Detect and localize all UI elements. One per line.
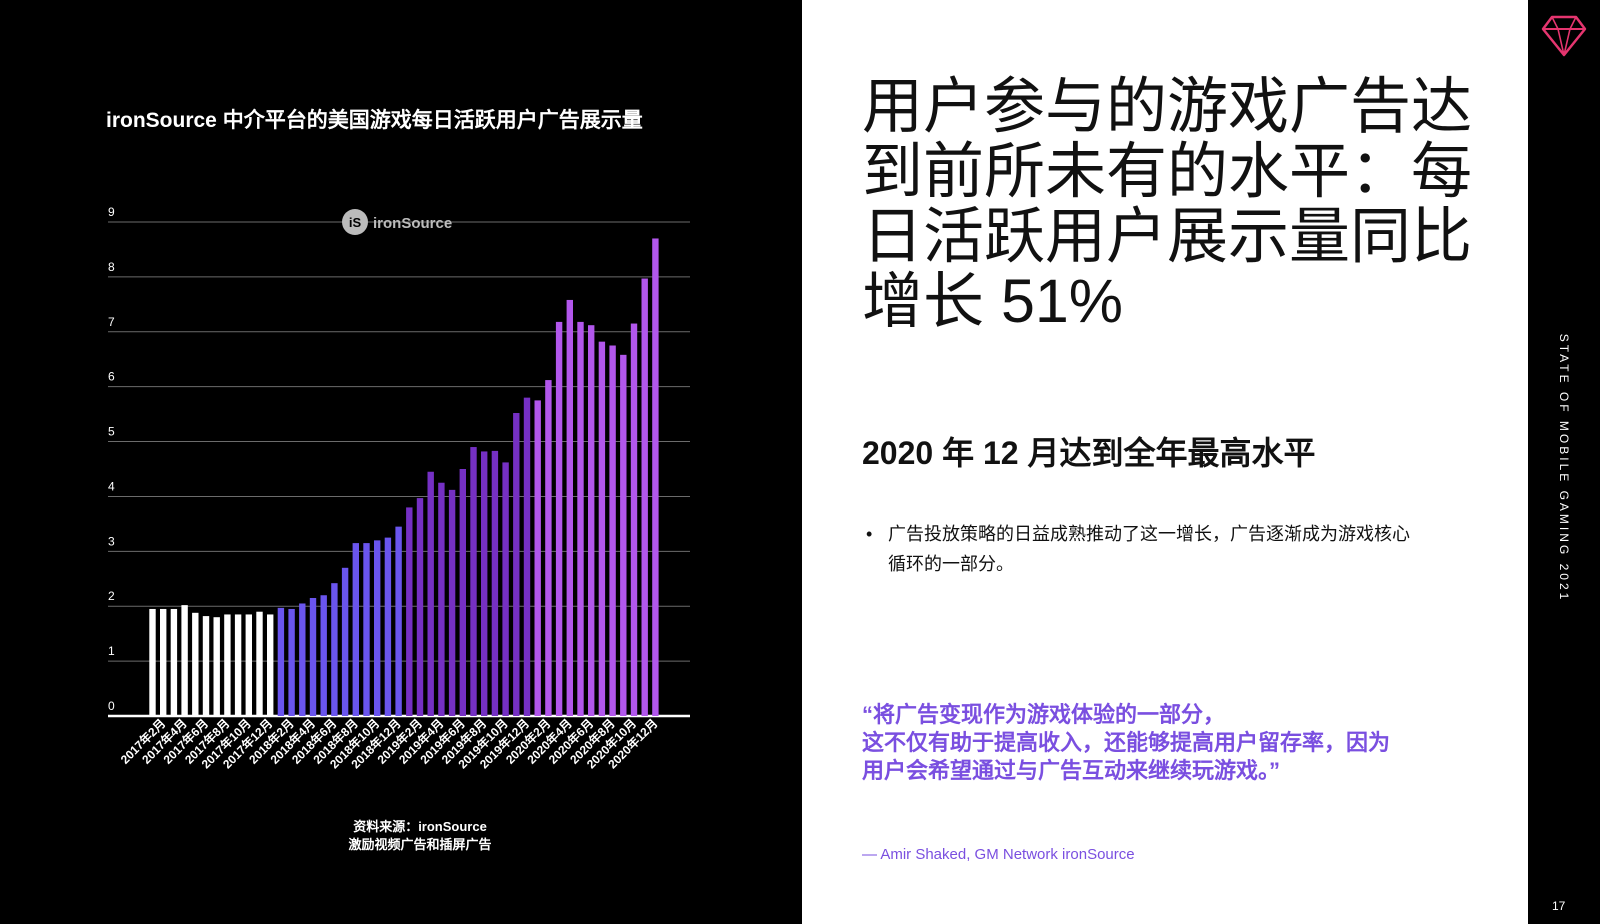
page-headline: 用户参与的游戏广告达到前所未有的水平：每日活跃用户展示量同比增长 51% <box>862 72 1473 335</box>
y-tick-label: 8 <box>108 260 115 274</box>
bar-2017年10月 <box>245 614 252 716</box>
ironsource-badge-icon <box>342 209 368 235</box>
bar-2017年5月 <box>192 612 199 716</box>
diamond-logo-icon <box>1541 15 1587 57</box>
brand-vertical-text: STATE OF MOBILE GAMING 2021 <box>1557 333 1571 603</box>
bar-2019年6月 <box>459 469 466 716</box>
chart-title: ironSource 中介平台的美国游戏每日活跃用户广告展示量 <box>106 109 643 132</box>
quote-attribution: — Amir Shaked, GM Network ironSource <box>862 846 1135 863</box>
bar-2019年4月 <box>438 482 445 716</box>
bar-2020年8月 <box>609 345 616 716</box>
bar-2018年6月 <box>331 583 338 716</box>
bar-2019年10月 <box>502 462 509 716</box>
page-number: 17 <box>1552 899 1566 913</box>
bar-2018年3月 <box>299 603 306 716</box>
quote-line-1: “将广告变现作为游戏体验的一部分， <box>862 702 1226 727</box>
bar-2020年10月 <box>630 323 638 716</box>
y-tick-label: 9 <box>108 205 115 219</box>
quote-line-3: 用户会希望通过与广告互动来继续玩游戏。” <box>862 758 1281 783</box>
bar-2019年5月 <box>448 489 456 716</box>
y-tick-label: 1 <box>108 644 115 658</box>
bar-2020年5月 <box>577 321 584 716</box>
source-line-2: 激励视频广告和插屏广告 <box>348 837 492 852</box>
bullet-point: • 广告投放策略的日益成熟推动了这一增长，广告逐渐成为游戏核心循环的一部分。 <box>866 519 1426 579</box>
bar-2017年1月 <box>149 608 156 716</box>
bar-2020年4月 <box>566 299 573 716</box>
source-line-1: 资料来源：ironSource <box>353 819 487 834</box>
ironsource-watermark: iS ironSource <box>342 209 452 235</box>
bar-2018年5月 <box>320 595 327 716</box>
bar-2019年11月 <box>513 413 520 716</box>
y-tick-label: 2 <box>108 589 115 603</box>
bar-2020年11月 <box>641 278 648 716</box>
bar-2020年9月 <box>620 354 627 716</box>
quote-line-2: 这不仅有助于提高收入，还能够提高用户留存率，因为 <box>862 730 1391 755</box>
bar-2020年6月 <box>588 325 595 716</box>
bar-2017年8月 <box>224 614 231 716</box>
bullet-text: 广告投放策略的日益成熟推动了这一增长，广告逐渐成为游戏核心循环的一部分。 <box>888 524 1410 574</box>
bar-2019年12月 <box>523 397 531 716</box>
y-tick-label: 0 <box>108 699 115 713</box>
chart-panel: ironSource 中介平台的美国游戏每日活跃用户广告展示量 0 1 2 3 4 5 6 7… <box>0 0 802 924</box>
bar-2017年2月 <box>160 608 167 716</box>
bar-2020年3月 <box>555 321 563 716</box>
bar-2018年10月 <box>374 540 381 716</box>
watermark-badge-text: iS <box>349 215 362 230</box>
y-tick-label: 5 <box>108 425 115 439</box>
bar-2017年11月 <box>256 611 263 716</box>
bar-2017年9月 <box>234 614 242 716</box>
bar-2019年1月 <box>406 507 413 716</box>
bar-2018年8月 <box>352 543 359 716</box>
bar-2019年8月 <box>481 451 488 716</box>
bar-2017年6月 <box>202 616 210 716</box>
y-tick-label: 4 <box>108 479 115 493</box>
bar-2020年2月 <box>545 380 552 716</box>
bar-2018年1月 <box>277 607 285 716</box>
subheading: 2020 年 12 月达到全年最高水平 <box>862 435 1316 471</box>
bullet-dot: • <box>866 524 873 544</box>
y-tick-label: 7 <box>108 315 115 329</box>
bar-2019年9月 <box>491 450 499 716</box>
bar-2018年4月 <box>309 597 317 716</box>
bar-2018年11月 <box>384 537 392 716</box>
bar-2018年2月 <box>288 608 295 716</box>
y-tick-label: 3 <box>108 534 115 548</box>
bar-2019年7月 <box>470 447 477 716</box>
bar-2020年12月 <box>652 238 659 716</box>
bar-2020年7月 <box>598 341 606 716</box>
bar-2019年3月 <box>427 471 434 716</box>
sidebar-strip <box>1528 0 1600 924</box>
watermark-text: ironSource <box>373 215 452 232</box>
bar-2017年4月 <box>181 605 188 716</box>
bar-2018年12月 <box>395 526 402 716</box>
bar-2020年1月 <box>534 400 541 716</box>
y-tick-label: 6 <box>108 370 115 384</box>
bar-2019年2月 <box>416 498 424 716</box>
bar-2018年7月 <box>341 567 349 716</box>
bar-2017年3月 <box>170 608 178 716</box>
bar-2018年9月 <box>363 543 370 716</box>
bar-2017年12月 <box>267 614 274 716</box>
quote: “将广告变现作为游戏体验的一部分， 这不仅有助于提高收入，还能够提高用户留存率，… <box>862 701 1462 785</box>
bar-2017年7月 <box>213 617 220 716</box>
chart-source: 资料来源：ironSource 激励视频广告和插屏广告 <box>290 818 550 854</box>
